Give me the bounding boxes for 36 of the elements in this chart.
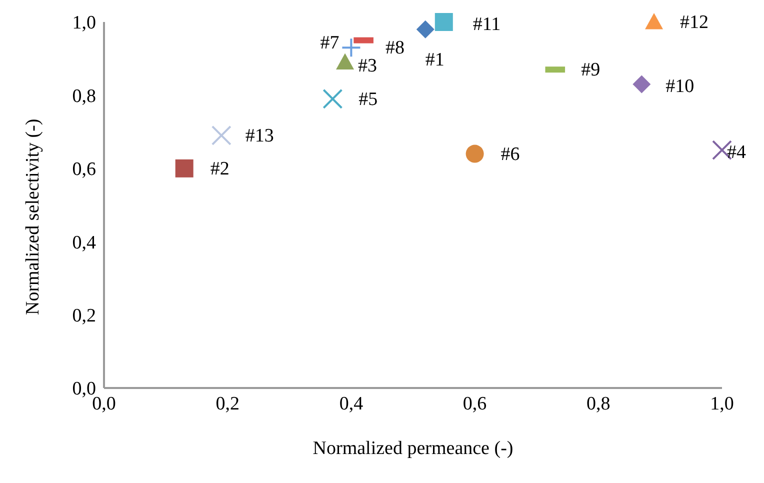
y-tick-label: 0,2 [72,306,96,327]
x-axis-title: Normalized permeance (-) [312,438,514,459]
series-label: #10 [666,76,694,98]
x-tick-label: 0,8 [586,393,610,414]
series-label: #1 [425,49,444,70]
point [645,13,664,30]
y-tick-label: 0,4 [72,232,96,254]
x-tick-label: 0,4 [339,393,364,414]
series-label: #4 [727,142,746,164]
point [336,53,354,70]
y-tick-label: 0,8 [72,86,96,107]
point [632,75,651,94]
series-label: #2 [210,158,230,180]
series-label: #5 [358,88,378,110]
series-label: #6 [500,144,520,165]
series-label: #8 [386,37,405,58]
point [434,13,453,31]
series-label: #7 [320,32,340,54]
y-tick-label: 0,6 [72,159,96,180]
x-tick-label: 1,0 [710,393,734,414]
x-tick-label: 0,6 [462,393,487,414]
series-label: #13 [245,125,274,146]
point [416,20,434,38]
series-label: #12 [680,12,709,33]
y-axis-title: Normalized selectivity (-) [22,118,44,315]
series-label: #3 [358,55,378,76]
point [322,88,343,109]
point [341,38,362,58]
series-label: #11 [472,14,501,35]
x-tick-label: 0,2 [216,393,240,414]
point [211,125,232,146]
series-label: #9 [581,60,600,81]
y-tick-label: 1,0 [72,12,96,34]
point [175,159,194,178]
x-tick-label: 0,0 [92,393,116,414]
point [466,144,484,163]
